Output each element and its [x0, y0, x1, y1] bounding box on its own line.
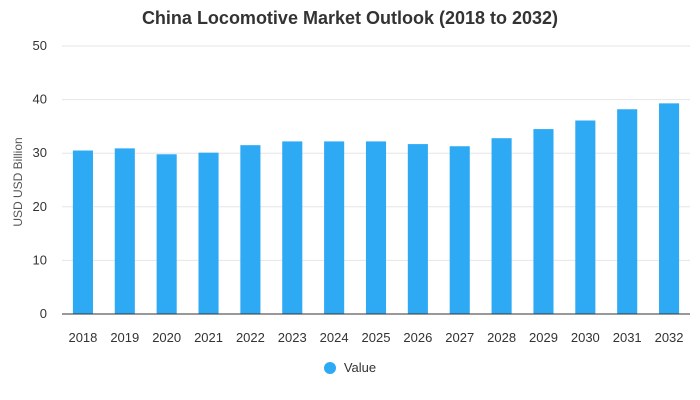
y-tick-label: 20 — [33, 199, 47, 214]
x-tick-label: 2022 — [236, 330, 265, 345]
x-tick-label: 2027 — [445, 330, 474, 345]
x-tick-label: 2029 — [529, 330, 558, 345]
y-tick-label: 10 — [33, 252, 47, 267]
x-tick-label: 2032 — [655, 330, 684, 345]
x-tick-label: 2031 — [613, 330, 642, 345]
x-tick-label: 2025 — [362, 330, 391, 345]
x-tick-label: 2021 — [194, 330, 223, 345]
x-tick-label: 2020 — [152, 330, 181, 345]
bar — [240, 145, 261, 314]
x-tick-label: 2030 — [571, 330, 600, 345]
bar — [72, 150, 93, 314]
x-tick-label: 2026 — [403, 330, 432, 345]
bar — [533, 129, 554, 314]
bar — [491, 138, 512, 314]
x-tick-label: 2019 — [110, 330, 139, 345]
bar — [575, 120, 596, 314]
x-tick-label: 2023 — [278, 330, 307, 345]
bar — [659, 103, 680, 315]
y-tick-label: 0 — [40, 306, 47, 321]
bar — [198, 152, 219, 314]
y-axis-title: USD USD Billion — [11, 137, 25, 226]
bar — [114, 148, 135, 314]
x-tick-label: 2018 — [68, 330, 97, 345]
y-tick-label: 30 — [33, 145, 47, 160]
legend-swatch — [323, 361, 336, 374]
bar — [282, 141, 303, 314]
bar — [324, 141, 345, 314]
y-tick-label: 40 — [33, 92, 47, 107]
bar — [617, 109, 638, 314]
bar — [449, 146, 470, 314]
bar — [407, 144, 428, 314]
legend-label: Value — [343, 360, 377, 375]
bar — [365, 141, 387, 314]
legend: Value — [0, 360, 700, 375]
y-tick-label: 50 — [33, 38, 47, 53]
x-tick-label: 2028 — [487, 330, 516, 345]
x-tick-label: 2024 — [320, 330, 349, 345]
bar — [156, 154, 177, 314]
chart-title: China Locomotive Market Outlook (2018 to… — [141, 8, 559, 28]
